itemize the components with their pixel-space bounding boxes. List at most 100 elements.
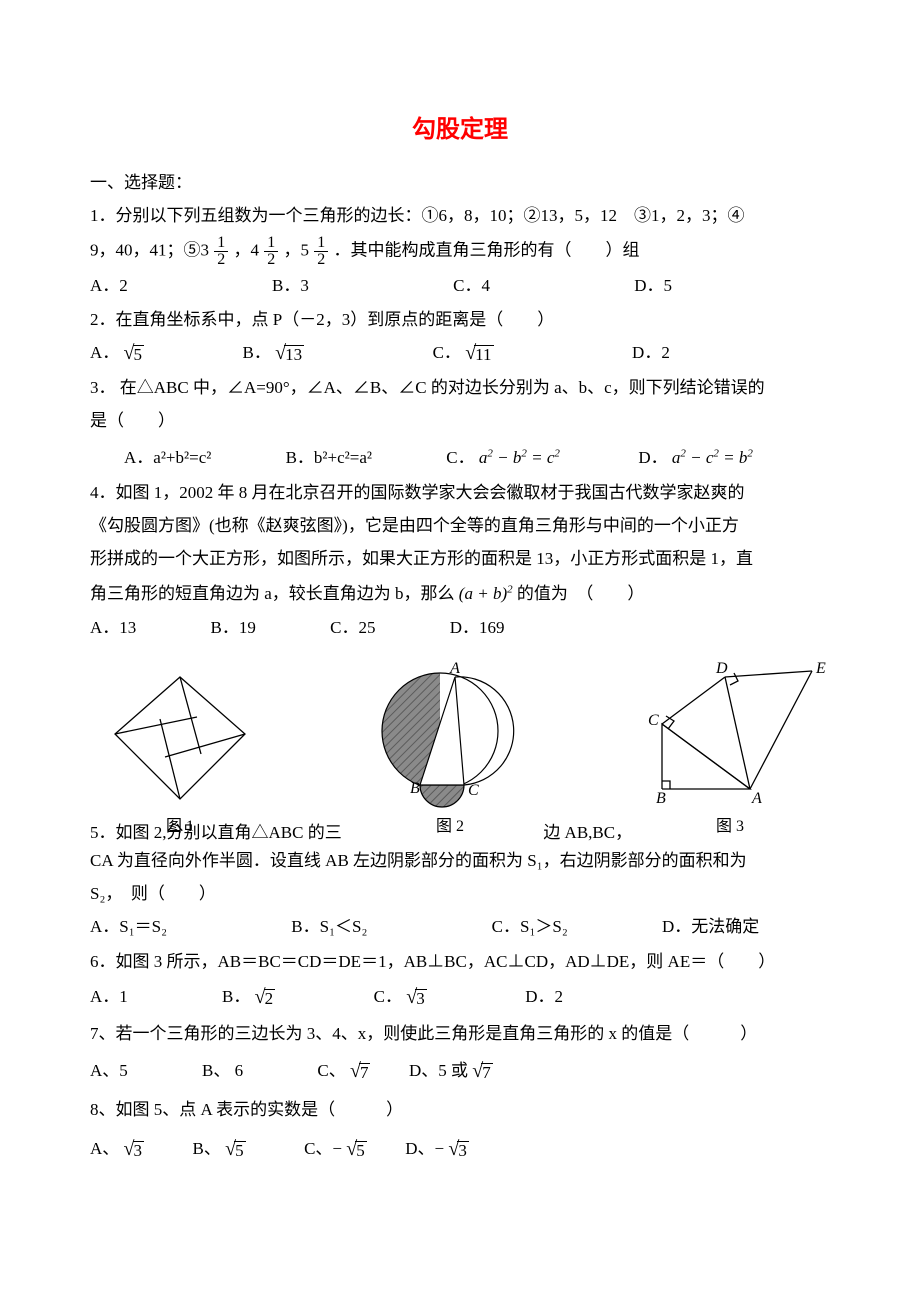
q2-optC: C． √11 <box>433 343 498 362</box>
frac-num: 1 <box>214 235 228 251</box>
figure-2: A B C 图 2 <box>360 659 540 840</box>
label-C: C <box>648 712 659 729</box>
question-8: 8、如图 5、点 A 表示的实数是（ ） <box>90 1096 830 1125</box>
opt-label: C、− <box>304 1139 342 1158</box>
q5-optB: B．S₁＜S₂ <box>291 917 367 936</box>
question-3: 3． 在△ABC 中，∠A=90°，∠A、∠B、∠C 的对边长分别为 a、b、c… <box>90 374 830 403</box>
q4-math: (a + b)2 <box>459 584 513 603</box>
q4-options: A．13 B．19 C．25 D．169 <box>90 614 830 643</box>
opt-label: D． <box>638 448 667 467</box>
opt-label: C． <box>446 448 474 467</box>
frac-num: 1 <box>314 235 328 251</box>
label-A: A <box>751 790 762 807</box>
q5-optD: D．无法确定 <box>662 917 759 936</box>
q3-optD: D． a2 − c2 = b2 <box>638 448 753 467</box>
q6-optA: A．1 <box>90 987 128 1006</box>
q8-optB: B、 √5 <box>193 1139 250 1158</box>
opt-label: C． <box>433 343 461 362</box>
page-title: 勾股定理 <box>90 110 830 151</box>
opt-label: B． <box>243 343 271 362</box>
q3-optC: C． a2 − b2 = c2 <box>446 448 564 467</box>
q5-optA: A．S₁＝S₂ <box>90 917 167 936</box>
q1-options: A．2 B．3 C．4 D．5 <box>90 272 830 301</box>
opt-label: A． <box>90 343 119 362</box>
q2-optD: D．2 <box>632 343 670 362</box>
label-C: C <box>468 782 479 799</box>
sqrt-icon: √13 <box>275 343 304 365</box>
sqrt-icon: √7 <box>350 1061 370 1083</box>
frac-den: 2 <box>264 251 278 268</box>
figure-1: 图 1 <box>90 669 270 840</box>
fraction: 1 2 <box>264 235 278 268</box>
q2-optA: A． √5 <box>90 343 148 362</box>
q4-l4-post: 的值为 （ ） <box>517 584 645 603</box>
sqrt-icon: √11 <box>465 343 493 365</box>
label-B: B <box>410 780 420 797</box>
q3-options: A．a²+b²=c² B．b²+c²=a² C． a2 − b2 = c2 D．… <box>90 444 830 473</box>
q1-mid2: ，5 <box>284 240 310 259</box>
question-5-l2: CA 为直径向外作半圆．设直线 AB 左边阴影部分的面积为 S₁，右边阴影部分的… <box>90 847 830 876</box>
sqrt-icon: √5 <box>346 1139 366 1161</box>
frac-den: 2 <box>214 251 228 268</box>
figure-3: A B C D E 图 3 <box>630 659 830 840</box>
q4-l4-pre: 角三角形的短直角边为 a，较长直角边为 b，那么 <box>90 584 455 603</box>
q4-optC: C．25 <box>330 618 375 637</box>
q4-optA: A．13 <box>90 618 136 637</box>
q7-optB: B、 6 <box>202 1061 243 1080</box>
q2-optB: B． √13 <box>243 343 309 362</box>
sqrt-icon: √2 <box>255 987 275 1009</box>
q4-optB: B．19 <box>211 618 256 637</box>
question-7: 7、若一个三角形的三边长为 3、4、x，则使此三角形是直角三角形的 x 的值是（… <box>90 1020 830 1049</box>
q1-post: ．其中能构成直角三角形的有（ ）组 <box>334 240 640 259</box>
q1-mid1: ，4 <box>234 240 260 259</box>
label-E: E <box>815 660 826 677</box>
question-4-l3: 形拼成的一个大正方形，如图所示，如果大正方形的面积是 13，小正方形式面积是 1… <box>90 545 830 574</box>
opt-label: A、 <box>90 1139 119 1158</box>
label-A: A <box>449 660 460 677</box>
sqrt-icon: √3 <box>406 987 426 1009</box>
fraction: 1 2 <box>314 235 328 268</box>
semicircles-diagram-icon: A B C <box>370 659 530 809</box>
question-4-l4: 角三角形的短直角边为 a，较长直角边为 b，那么 (a + b)2 的值为 （ … <box>90 580 830 609</box>
q8-options: A、 √3 B、 √5 C、− √5 D、− √3 <box>90 1135 830 1164</box>
question-1-line2: 9，40，41；⑤3 1 2 ，4 1 2 ，5 1 2 ．其中能构成直角三角形… <box>90 235 830 268</box>
opt-label: B、 <box>193 1139 221 1158</box>
opt-label: D、5 或 <box>409 1061 468 1080</box>
q1-optD: D．5 <box>634 276 672 295</box>
q5-options: A．S₁＝S₂ B．S₁＜S₂ C．S₁＞S₂ D．无法确定 <box>90 913 830 942</box>
q1-optA: A．2 <box>90 276 128 295</box>
opt-label: B． <box>222 987 250 1006</box>
q5-optC: C．S₁＞S₂ <box>492 917 568 936</box>
q5-l1a: 5．如图 2,分别以直角△ABC 的三 <box>90 819 350 848</box>
q7-optC: C、 √7 <box>317 1061 374 1080</box>
question-2: 2．在直角坐标系中，点 P（－2，3）到原点的距离是（ ） <box>90 306 830 335</box>
q8-optC: C、− √5 <box>304 1139 371 1158</box>
sqrt-icon: √3 <box>124 1139 144 1161</box>
question-4-l2: 《勾股圆方图》(也称《赵爽弦图》)，它是由四个全等的直角三角形与中间的一个小正方 <box>90 512 830 541</box>
q7-optA: A、5 <box>90 1061 128 1080</box>
q4-optD: D．169 <box>450 618 505 637</box>
q5-l1b: 边 AB,BC， <box>543 819 643 848</box>
q1-l2-pre: 9，40，41；⑤3 <box>90 240 209 259</box>
zhaoshuang-diagram-icon <box>105 669 255 809</box>
label-B: B <box>656 790 666 807</box>
question-5: 5．如图 2,分别以直角△ABC 的三 边 AB,BC， <box>90 819 830 848</box>
q8-optD: D、− √3 <box>405 1139 469 1158</box>
q3-l1: 3． 在△ABC 中，∠A=90°，∠A、∠B、∠C 的对边长分别为 a、b、c… <box>90 378 765 397</box>
q7-options: A、5 B、 6 C、 √7 D、5 或 √7 <box>90 1057 830 1086</box>
figures-row: 图 1 A <box>90 649 830 846</box>
q6-options: A．1 B． √2 C． √3 D．2 <box>90 983 830 1012</box>
question-1: 1．分别以下列五组数为一个三角形的边长：①6，8，10；②13，5，12 ③1，… <box>90 202 830 231</box>
q3-optA: A．a²+b²=c² <box>124 448 211 467</box>
q2-options: A． √5 B． √13 C． √11 D．2 <box>90 339 830 368</box>
q6-optD: D．2 <box>525 987 563 1006</box>
fraction: 1 2 <box>214 235 228 268</box>
q6-optC: C． √3 <box>374 987 431 1006</box>
question-4: 4．如图 1，2002 年 8 月在北京召开的国际数学家大会会徽取材于我国古代数… <box>90 479 830 508</box>
question-5-l3: S₂， 则（ ） <box>90 880 830 909</box>
sqrt-icon: √5 <box>124 343 144 365</box>
q1-line1: 1．分别以下列五组数为一个三角形的边长：①6，8，10；②13，5，12 ③1，… <box>90 206 745 225</box>
q6-optB: B． √2 <box>222 987 279 1006</box>
q7-optD: D、5 或 √7 <box>409 1061 493 1080</box>
frac-num: 1 <box>264 235 278 251</box>
